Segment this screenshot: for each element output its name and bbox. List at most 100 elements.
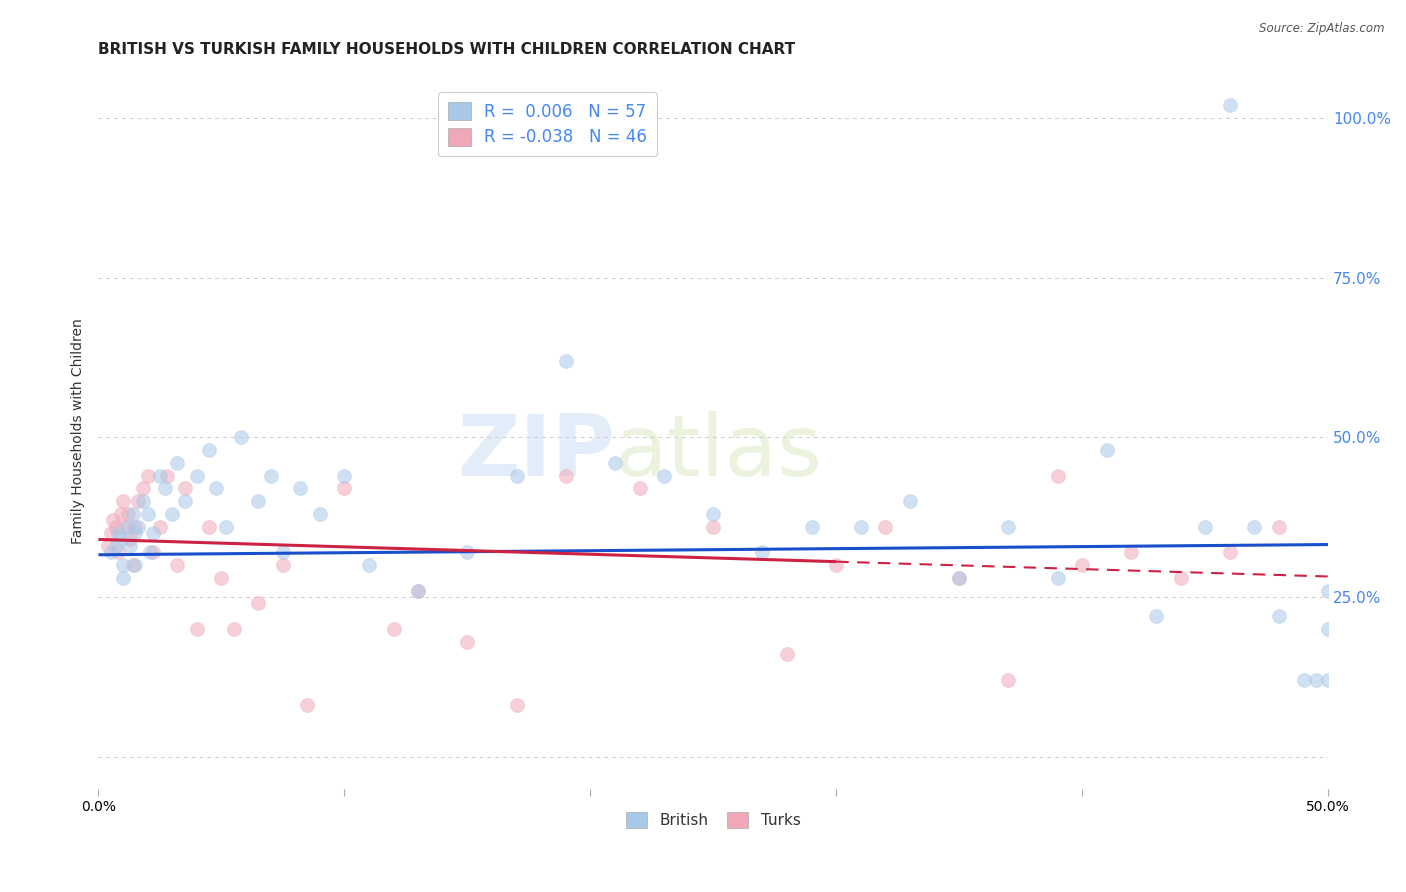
Legend: British, Turks: British, Turks xyxy=(620,805,807,835)
Point xyxy=(702,507,724,521)
Point xyxy=(505,468,527,483)
Point xyxy=(1170,571,1192,585)
Point xyxy=(120,533,142,547)
Point xyxy=(271,545,294,559)
Point xyxy=(1317,673,1340,687)
Point xyxy=(1268,519,1291,533)
Point xyxy=(1317,622,1340,636)
Point xyxy=(288,481,311,495)
Point xyxy=(702,519,724,533)
Text: BRITISH VS TURKISH FAMILY HOUSEHOLDS WITH CHILDREN CORRELATION CHART: BRITISH VS TURKISH FAMILY HOUSEHOLDS WIT… xyxy=(98,42,796,57)
Point xyxy=(628,481,651,495)
Point xyxy=(149,519,172,533)
Point xyxy=(1046,571,1069,585)
Point xyxy=(198,443,221,458)
Point xyxy=(948,571,970,585)
Point xyxy=(505,698,527,713)
Point xyxy=(166,456,188,470)
Point xyxy=(1305,673,1327,687)
Point xyxy=(308,507,330,521)
Point xyxy=(229,430,252,444)
Point xyxy=(1194,519,1216,533)
Point xyxy=(100,526,122,541)
Point xyxy=(186,468,208,483)
Point xyxy=(800,519,823,533)
Point xyxy=(456,634,478,648)
Point xyxy=(875,519,897,533)
Point xyxy=(149,468,172,483)
Point xyxy=(297,698,319,713)
Point xyxy=(382,622,405,636)
Point xyxy=(186,622,208,636)
Point xyxy=(1046,468,1069,483)
Point xyxy=(406,583,429,598)
Point xyxy=(997,673,1019,687)
Point xyxy=(127,494,149,508)
Point xyxy=(825,558,848,572)
Point xyxy=(117,519,139,533)
Text: Source: ZipAtlas.com: Source: ZipAtlas.com xyxy=(1260,22,1385,36)
Point xyxy=(406,583,429,598)
Point xyxy=(652,468,675,483)
Point xyxy=(554,353,576,368)
Point xyxy=(456,545,478,559)
Point xyxy=(124,558,146,572)
Point xyxy=(271,558,294,572)
Point xyxy=(141,545,163,559)
Point xyxy=(222,622,245,636)
Point xyxy=(110,533,132,547)
Point xyxy=(173,481,195,495)
Point xyxy=(603,456,626,470)
Point xyxy=(776,648,799,662)
Point xyxy=(124,526,146,541)
Point xyxy=(1292,673,1315,687)
Point xyxy=(136,468,159,483)
Y-axis label: Family Households with Children: Family Households with Children xyxy=(72,318,86,544)
Point xyxy=(1219,545,1241,559)
Point xyxy=(160,507,183,521)
Point xyxy=(121,558,143,572)
Point xyxy=(1144,609,1167,624)
Point xyxy=(1219,98,1241,112)
Point xyxy=(131,494,153,508)
Point xyxy=(117,507,139,521)
Point xyxy=(112,571,135,585)
Point xyxy=(751,545,773,559)
Point xyxy=(898,494,921,508)
Point xyxy=(112,494,135,508)
Point xyxy=(110,507,132,521)
Point xyxy=(107,545,129,559)
Point xyxy=(357,558,380,572)
Point xyxy=(1268,609,1291,624)
Point xyxy=(153,481,176,495)
Point xyxy=(120,539,142,553)
Point xyxy=(112,558,135,572)
Point xyxy=(121,507,143,521)
Point xyxy=(103,513,125,527)
Point xyxy=(333,468,356,483)
Point xyxy=(127,519,149,533)
Point xyxy=(247,596,270,610)
Point xyxy=(131,481,153,495)
Point xyxy=(139,545,162,559)
Point xyxy=(948,571,970,585)
Point xyxy=(215,519,238,533)
Point xyxy=(124,519,146,533)
Point xyxy=(136,507,159,521)
Point xyxy=(1243,519,1265,533)
Point xyxy=(554,468,576,483)
Text: ZIP: ZIP xyxy=(457,411,614,494)
Point xyxy=(333,481,356,495)
Point xyxy=(209,571,232,585)
Point xyxy=(97,539,120,553)
Point xyxy=(173,494,195,508)
Point xyxy=(141,526,163,541)
Point xyxy=(114,519,136,533)
Point xyxy=(1121,545,1143,559)
Point xyxy=(259,468,281,483)
Point xyxy=(1095,443,1118,458)
Point xyxy=(166,558,188,572)
Point xyxy=(104,519,127,533)
Point xyxy=(205,481,228,495)
Point xyxy=(104,539,127,553)
